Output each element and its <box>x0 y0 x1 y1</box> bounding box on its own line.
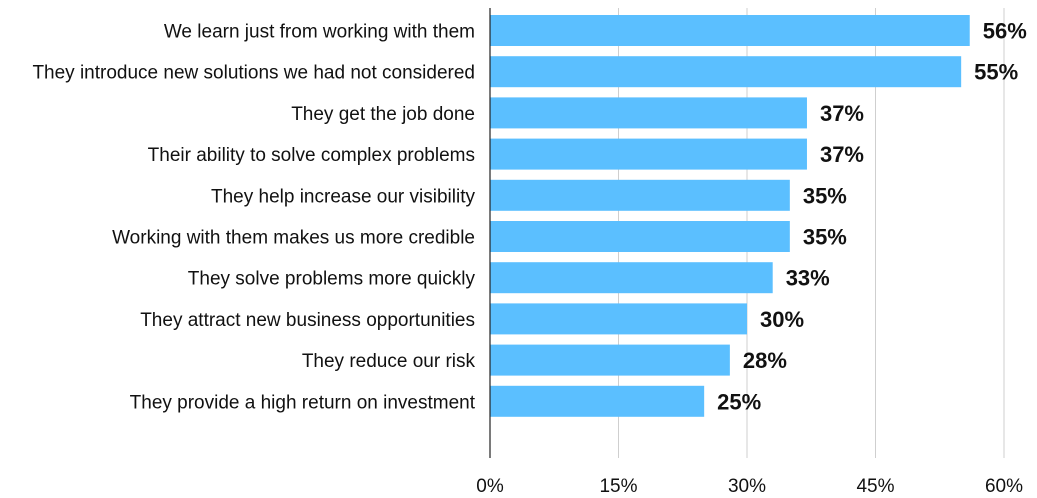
category-label: Their ability to solve complex problems <box>148 145 475 166</box>
bar <box>490 97 807 129</box>
category-label: They introduce new solutions we had not … <box>32 63 475 84</box>
bars <box>490 15 970 417</box>
bar <box>490 344 730 376</box>
bar <box>490 221 790 252</box>
bar <box>490 15 970 46</box>
value-label: 28% <box>743 348 787 373</box>
x-tick-label: 30% <box>728 476 766 497</box>
bar <box>490 303 747 335</box>
bar <box>490 56 962 88</box>
value-label: 35% <box>803 183 847 208</box>
x-axis-tick-labels: 0% 15% 30% 45% 60% <box>476 476 1023 497</box>
value-label: 55% <box>974 60 1018 85</box>
category-label: We learn just from working with them <box>164 22 475 43</box>
bar <box>490 138 807 170</box>
value-label: 37% <box>820 142 864 167</box>
x-tick-label: 15% <box>599 476 637 497</box>
bar <box>490 262 773 294</box>
category-label: They provide a high return on investment <box>130 392 476 413</box>
category-label: They help increase our visibility <box>211 186 476 207</box>
value-label: 25% <box>717 389 761 414</box>
bar <box>490 385 705 417</box>
value-label: 33% <box>786 266 830 291</box>
value-labels: 56% 55% 37% 37% 35% 35% 33% 30% 28% 25% <box>717 19 1027 415</box>
x-tick-label: 0% <box>476 476 504 497</box>
value-label: 30% <box>760 307 804 332</box>
category-label: They attract new business opportunities <box>140 310 475 331</box>
category-label: They reduce our risk <box>302 351 476 372</box>
value-label: 35% <box>803 225 847 250</box>
value-label: 37% <box>820 101 864 126</box>
category-label: They get the job done <box>291 104 475 125</box>
category-label: They solve problems more quickly <box>188 269 476 290</box>
x-tick-label: 60% <box>985 476 1023 497</box>
value-label: 56% <box>983 19 1027 44</box>
bar <box>490 179 790 211</box>
category-labels: We learn just from working with them They… <box>32 22 475 414</box>
x-tick-label: 45% <box>856 476 894 497</box>
category-label: Working with them makes us more credible <box>112 228 475 249</box>
